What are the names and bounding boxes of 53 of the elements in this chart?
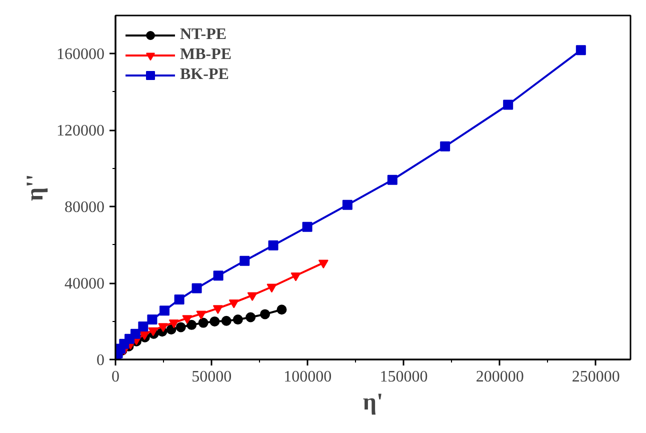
point	[186, 320, 197, 330]
point	[166, 324, 176, 334]
legend-label: MB-PE	[180, 46, 232, 64]
point	[174, 294, 184, 304]
legend-label: BK-PE	[180, 66, 229, 84]
point	[160, 306, 170, 316]
point	[198, 318, 208, 328]
x-tick-label: 250000	[572, 368, 620, 386]
point	[276, 304, 287, 315]
point	[387, 174, 398, 185]
point	[302, 222, 312, 232]
point	[196, 310, 206, 320]
point	[342, 200, 352, 210]
point	[176, 322, 186, 332]
point	[440, 141, 450, 152]
point	[213, 270, 224, 281]
point	[168, 320, 179, 328]
point	[158, 323, 168, 332]
x-tick-label: 100000	[284, 368, 332, 386]
point	[503, 100, 514, 110]
y-tick-label: 160000	[56, 46, 104, 64]
point	[576, 45, 586, 56]
point	[247, 292, 258, 301]
x-tick-label: 150000	[380, 368, 428, 386]
point	[138, 321, 148, 332]
point	[290, 272, 301, 282]
point	[318, 260, 328, 268]
point	[192, 283, 202, 294]
y-tick-label: 40000	[64, 276, 104, 293]
y-tick-label: 80000	[64, 199, 104, 216]
point	[268, 240, 278, 250]
point	[246, 312, 256, 322]
point	[212, 305, 223, 314]
y-tick-label: 0	[96, 352, 104, 369]
x-tick-label: 0	[112, 368, 120, 386]
x-axis-title: η'	[362, 390, 384, 416]
point	[147, 314, 158, 325]
x-tick-label: 50000	[192, 368, 232, 386]
point	[210, 316, 220, 326]
point	[148, 327, 158, 336]
legend-label: NT-PE	[180, 26, 227, 44]
x-tick-label: 200000	[476, 368, 524, 386]
point	[260, 309, 270, 320]
point	[228, 299, 239, 308]
y-axis-title: η''	[22, 174, 48, 201]
point	[130, 328, 140, 339]
point	[266, 284, 277, 293]
point	[221, 316, 232, 326]
y-tick-label: 120000	[56, 122, 104, 140]
point	[140, 331, 150, 340]
point	[232, 314, 243, 325]
point	[182, 315, 192, 324]
point	[240, 256, 250, 266]
